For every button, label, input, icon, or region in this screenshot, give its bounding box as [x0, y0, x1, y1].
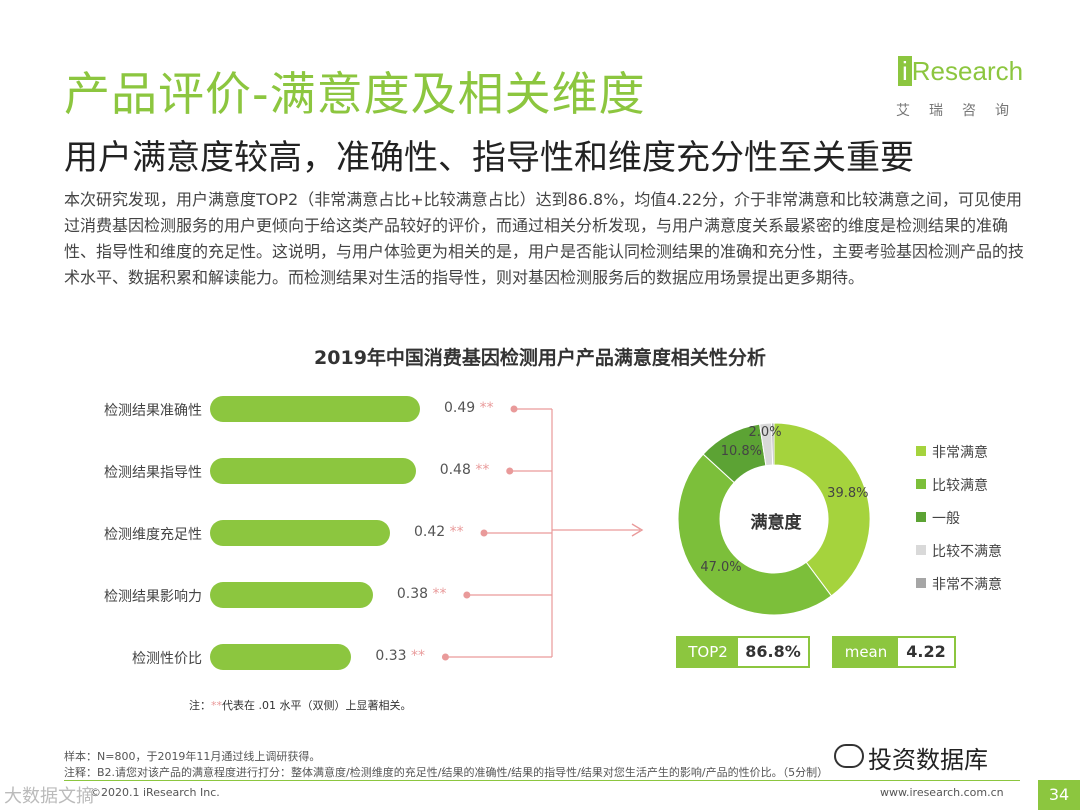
bar-value-label: 0.42 **: [414, 524, 464, 540]
kpi-mean-value: 4.22: [906, 642, 946, 661]
website-url: www.iresearch.com.cn: [880, 786, 1004, 799]
question-note: 注释：B2.请您对该产品的满意程度进行打分：整体满意度/检测维度的充足性/结果的…: [64, 766, 829, 779]
donut-slice-label: 2.0%: [748, 425, 782, 441]
bar: [210, 582, 373, 608]
legend-label: 比较不满意: [932, 544, 1002, 560]
legend-label: 一般: [932, 511, 960, 527]
bar-label: 检测结果指导性: [104, 465, 202, 481]
donut-slice: [773, 422, 871, 597]
logo-subtitle: 艾瑞咨询: [896, 103, 1028, 119]
chart-footnote: 注：**代表在 .01 水平（双侧）上显著相关。: [189, 699, 412, 712]
legend-label: 比较满意: [932, 478, 988, 494]
footer-divider: [64, 780, 1020, 781]
kpi-top2-label: TOP2: [678, 638, 738, 666]
page-subtitle: 用户满意度较高，准确性、指导性和维度充分性至关重要: [64, 138, 914, 178]
legend-label: 非常满意: [932, 445, 988, 461]
iresearch-logo: i Research 艾瑞咨询: [896, 56, 1028, 119]
watermark: 投资数据库: [868, 746, 988, 774]
chart-title: 2019年中国消费基因检测用户产品满意度相关性分析: [314, 347, 766, 369]
page-title: 产品评价-满意度及相关维度: [64, 67, 646, 121]
bar-label: 检测结果准确性: [104, 403, 202, 419]
kpi-mean-label: mean: [834, 638, 898, 666]
arrow-head-icon: [631, 523, 644, 537]
bar-value-label: 0.49 **: [444, 400, 494, 416]
kpi-mean: mean 4.22: [832, 636, 956, 668]
donut-center-label: 满意度: [750, 513, 802, 533]
donut-svg: [677, 422, 871, 616]
donut-slice-label: 39.8%: [827, 486, 869, 502]
legend-swatch: [916, 545, 926, 555]
bar: [210, 396, 420, 422]
legend-label: 非常不满意: [932, 577, 1002, 593]
bar: [210, 520, 390, 546]
sample-note: 样本：N=800，于2019年11月通过线上调研获得。: [64, 750, 321, 763]
wechat-icon: [834, 744, 864, 768]
bar: [210, 458, 416, 484]
satisfaction-donut-chart: 满意度 39.8% 47.0% 10.8% 2.0%: [676, 408, 872, 630]
kpi-top2: TOP2 86.8%: [676, 636, 810, 668]
legend-swatch: [916, 512, 926, 522]
donut-slice: [677, 453, 833, 616]
bar-label: 检测结果影响力: [104, 589, 202, 605]
summary-paragraph: 本次研究发现，用户满意度TOP2（非常满意占比+比较满意占比）达到86.8%，均…: [64, 190, 1025, 287]
bar-value-label: 0.33 **: [375, 648, 426, 664]
bar-value-label: 0.48 **: [439, 462, 490, 478]
bar: [210, 644, 352, 670]
page-number: 34: [1038, 780, 1080, 810]
copyright: ©2020.1 iResearch Inc.: [90, 786, 220, 799]
bar-value-label: 0.38 **: [396, 586, 447, 602]
bar-label: 检测维度充足性: [104, 527, 202, 543]
watermark-secondary: 大数据文摘: [4, 786, 94, 807]
legend-swatch: [916, 479, 926, 489]
donut-slice-label: 10.8%: [720, 443, 762, 459]
donut-slice: [771, 422, 775, 466]
bar-label: 检测性价比: [132, 651, 202, 667]
kpi-top2-value: 86.8%: [745, 642, 801, 661]
legend-swatch: [916, 446, 926, 456]
legend-swatch: [916, 578, 926, 588]
donut-slice-label: 47.0%: [700, 560, 742, 576]
